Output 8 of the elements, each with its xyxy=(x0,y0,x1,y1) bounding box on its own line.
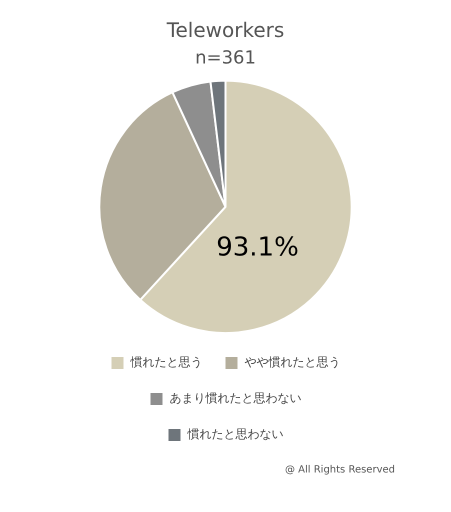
legend-label: やや慣れたと思う xyxy=(244,355,340,370)
legend-label: 慣れたと思わない xyxy=(186,427,284,442)
legend-label: あまり慣れたと思わない xyxy=(170,391,302,406)
text: 93.1% xyxy=(216,232,299,263)
legend-label: 慣れたと思う xyxy=(130,355,202,370)
chart-title: Teleworkers xyxy=(166,18,284,42)
text: @ All Rights Reserved xyxy=(284,464,395,476)
chart-subtitle: n=361 xyxy=(195,47,256,68)
